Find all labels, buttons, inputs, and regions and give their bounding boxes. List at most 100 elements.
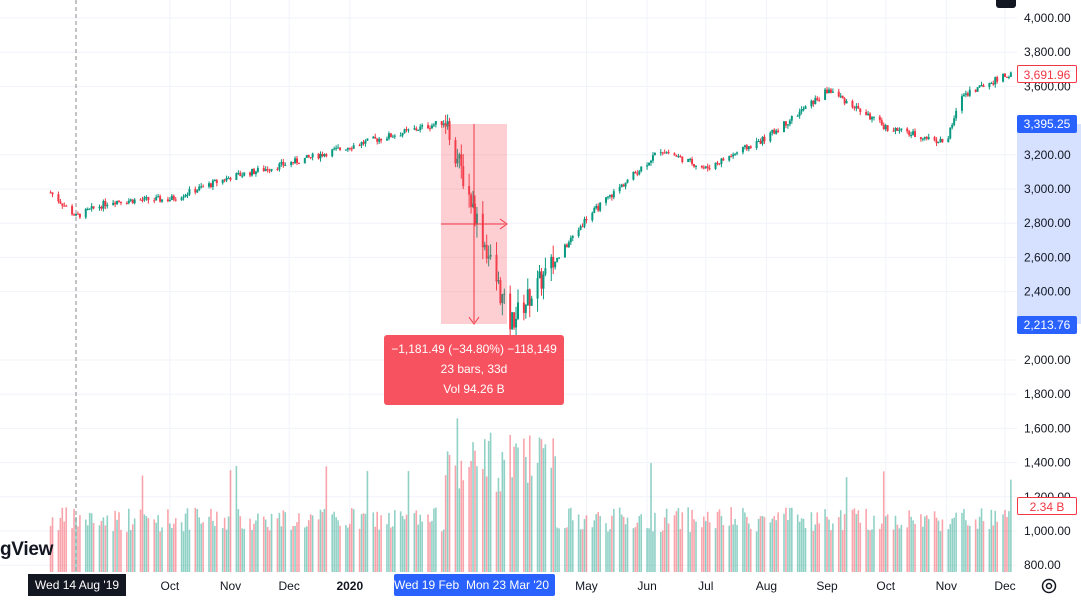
volume-bar <box>392 526 394 572</box>
candle-body <box>380 138 383 141</box>
volume-bar <box>266 526 269 572</box>
candle-body <box>831 91 834 93</box>
candle-body <box>962 94 965 97</box>
volume-bar <box>722 525 725 572</box>
volume-bar <box>65 507 68 572</box>
volume-bar <box>880 523 883 572</box>
candle-body <box>974 89 977 92</box>
volume-bar <box>716 511 719 572</box>
volume-bar <box>270 513 273 572</box>
candle-body <box>687 159 690 162</box>
volume-bar <box>771 518 774 572</box>
candle-body <box>475 213 478 225</box>
volume-bar <box>798 521 801 572</box>
candle-body <box>401 133 404 136</box>
volume-bar <box>128 508 130 572</box>
volume-bar <box>184 513 187 572</box>
price-axis-label: 4,000.00 <box>1024 11 1071 25</box>
candle-body <box>333 148 336 150</box>
volume-bar <box>51 517 54 572</box>
volume-bar <box>812 530 815 572</box>
candle-body <box>661 152 664 154</box>
candle-body <box>86 208 89 210</box>
volume-bar <box>871 529 873 572</box>
candle-body <box>810 100 813 107</box>
candle-body <box>460 154 463 167</box>
volume-bar <box>360 514 363 572</box>
volume-bar <box>155 522 157 572</box>
volume-bar <box>339 525 341 572</box>
candle-body <box>104 201 107 207</box>
candle-body <box>92 206 95 209</box>
volume-bar <box>476 466 478 572</box>
candle-body <box>446 121 449 127</box>
candle-body <box>118 200 121 202</box>
candle-body <box>536 278 539 299</box>
volume-bar <box>380 515 382 572</box>
candle-body <box>650 160 653 163</box>
volume-bar <box>976 528 979 572</box>
candle-body <box>814 98 817 105</box>
price-axis-label: 800.00 <box>1024 558 1061 572</box>
candle-body <box>667 152 670 154</box>
volume-bar <box>744 512 746 572</box>
candle-body <box>73 214 76 216</box>
volume-bar <box>785 507 787 572</box>
volume-bar <box>116 519 118 572</box>
volume-bar <box>920 514 922 572</box>
volume-bar <box>161 527 163 572</box>
volume-bar <box>734 518 736 572</box>
price-axis-label: 3,800.00 <box>1024 45 1071 59</box>
candle-body <box>1005 76 1008 78</box>
volume-bar <box>1006 517 1008 572</box>
volume-bar <box>536 462 539 572</box>
candle-body <box>618 187 621 192</box>
volume-bar <box>421 521 423 572</box>
time-axis-label: Jul <box>698 579 713 593</box>
volume-bar <box>755 531 758 572</box>
volume-bar <box>227 516 230 572</box>
candle-body <box>170 195 173 200</box>
volume-bar <box>687 507 689 572</box>
candle-body <box>374 136 377 139</box>
volume-bar <box>747 523 750 572</box>
candle-body <box>788 120 791 125</box>
candle-body <box>241 175 244 177</box>
volume-bar <box>585 515 588 572</box>
volume-bar <box>949 523 952 572</box>
candle-body <box>892 130 895 132</box>
candle-body <box>775 130 778 134</box>
candle-body <box>517 302 520 319</box>
volume-bar <box>399 511 402 572</box>
volume-bar <box>857 510 860 572</box>
last-price-tag: 3,691.96 <box>1017 65 1077 83</box>
volume-bar <box>965 520 967 572</box>
volume-bar <box>845 477 848 572</box>
settings-gear-icon[interactable] <box>1039 576 1059 596</box>
candle-body <box>736 152 739 154</box>
volume-bar <box>167 509 169 572</box>
volume-bar <box>718 509 721 572</box>
candle-body <box>960 96 963 111</box>
volume-bar <box>523 438 525 572</box>
candle-body <box>143 197 146 201</box>
volume-bar <box>483 439 486 572</box>
candle-body <box>605 197 608 203</box>
candle-body <box>933 137 936 141</box>
candle-body <box>714 162 717 169</box>
volume-bar <box>634 527 637 572</box>
volume-bar <box>309 514 312 572</box>
volume-bar <box>253 523 255 572</box>
candle-body <box>98 206 101 209</box>
alert-icon[interactable] <box>996 0 1016 8</box>
candle-body <box>515 318 518 328</box>
volume-bar <box>789 508 791 572</box>
candle-body <box>796 115 799 117</box>
candle-body <box>71 205 74 215</box>
candle-body <box>159 196 162 202</box>
volume-bar <box>947 529 950 572</box>
candle-body <box>207 183 210 187</box>
volume-bar <box>865 508 867 572</box>
candle-body <box>964 93 967 95</box>
